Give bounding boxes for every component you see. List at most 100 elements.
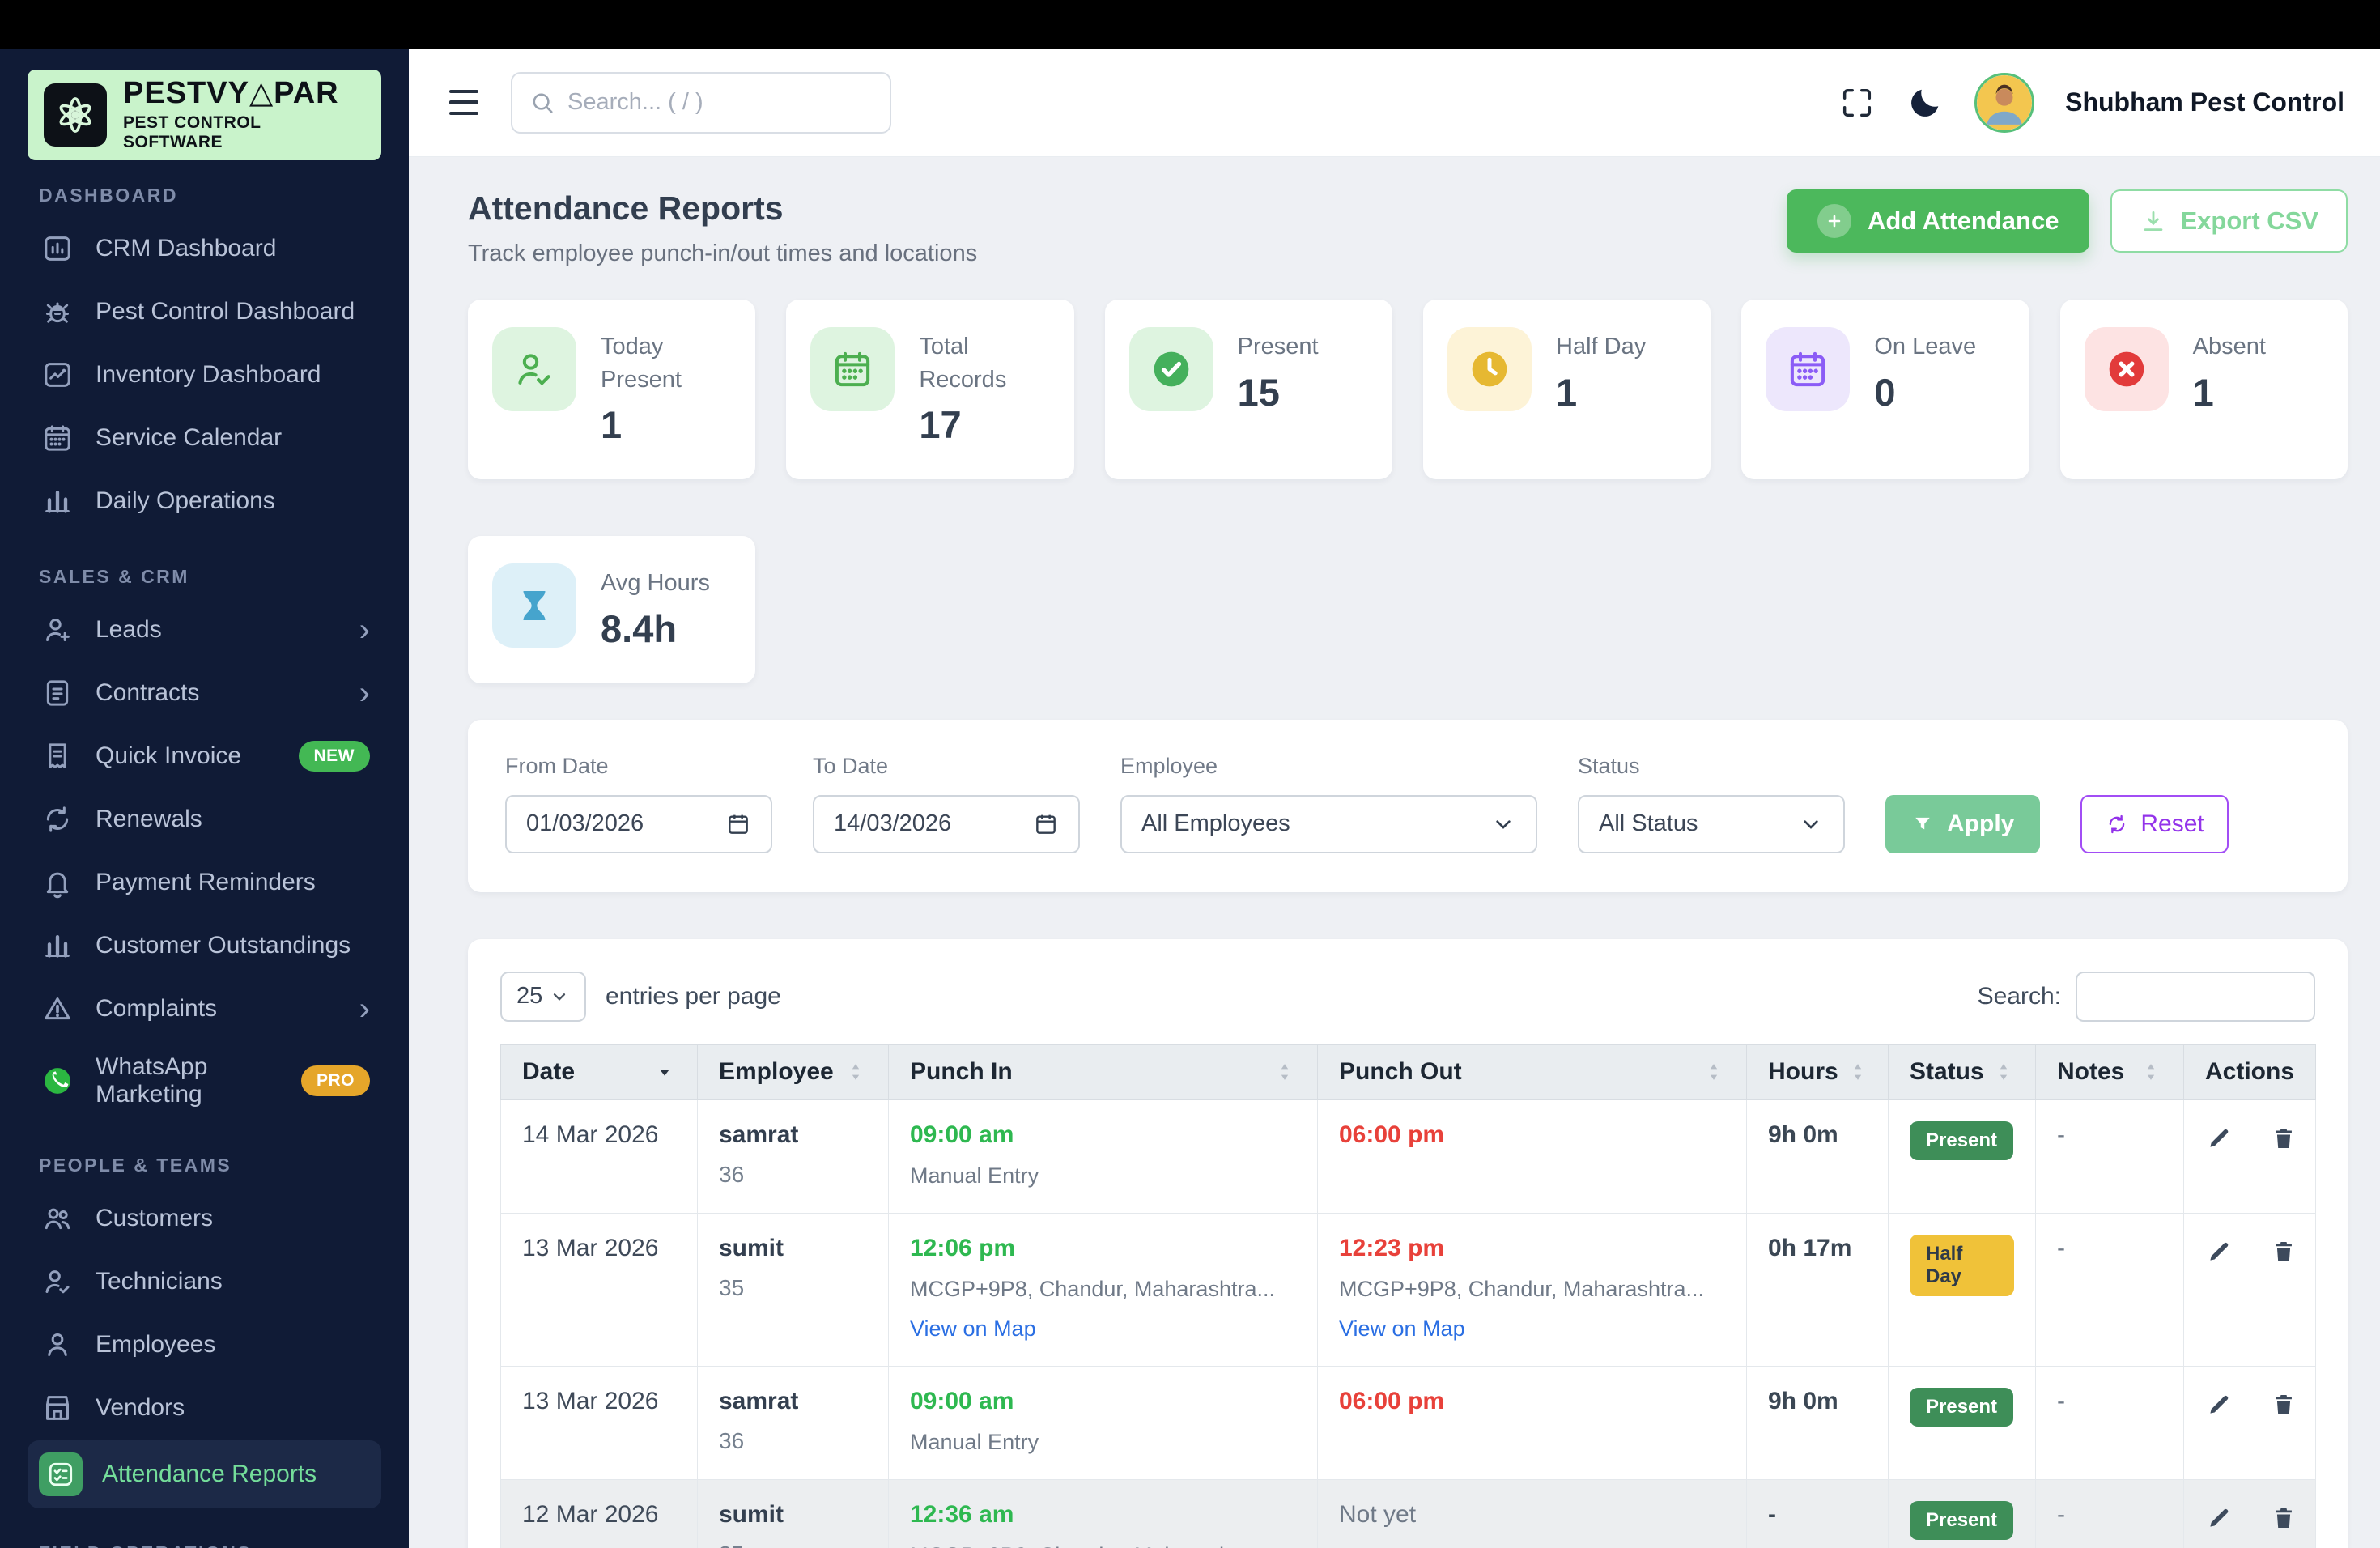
column-header-notes[interactable]: Notes [2035, 1044, 2184, 1100]
view-on-map-link[interactable]: View on Map [1339, 1316, 1465, 1341]
sidebar-item-service-calendar[interactable]: Service Calendar [28, 407, 381, 469]
sidebar-item-vendors[interactable]: Vendors [28, 1377, 381, 1439]
column-header-hours[interactable]: Hours [1746, 1044, 1889, 1100]
apply-filters-button[interactable]: Apply [1885, 794, 2041, 853]
column-header-punch-out[interactable]: Punch Out [1317, 1044, 1747, 1100]
sidebar-item-technicians[interactable]: Technicians [28, 1251, 381, 1312]
cell-status: Present [1888, 1099, 2036, 1214]
employee-name: sumit [719, 1500, 784, 1528]
bell-icon [46, 872, 69, 899]
stat-card-half-day: Half Day 1 [1423, 300, 1711, 480]
edit-button[interactable] [2205, 1391, 2233, 1418]
column-header-employee[interactable]: Employee [697, 1044, 889, 1100]
sidebar-item-label: Customers [96, 1205, 214, 1231]
content-area: Attendance Reports Track employee punch-… [409, 157, 2380, 1548]
view-on-map-link[interactable]: View on Map [910, 1316, 1036, 1341]
status-select[interactable]: All Status [1578, 794, 1845, 853]
cell-punch-in: 09:00 am Manual Entry [888, 1099, 1318, 1214]
edit-button[interactable] [2205, 1125, 2233, 1152]
sidebar-item-leads[interactable]: Leads › [28, 599, 381, 661]
sidebar-item-customer-outstandings[interactable]: Customer Outstandings [28, 915, 381, 976]
stat-value: 15 [1237, 370, 1280, 414]
sidebar-item-daily-operations[interactable]: Daily Operations [28, 470, 381, 532]
column-header-date[interactable]: Date [500, 1044, 698, 1100]
add-attendance-button[interactable]: Add Attendance [1786, 189, 2090, 253]
column-header-punch-in[interactable]: Punch In [888, 1044, 1318, 1100]
edit-button[interactable] [2205, 1504, 2233, 1532]
sidebar-item-whatsapp-marketing[interactable]: WhatsApp Marketing PRO [28, 1041, 381, 1121]
table-search-input[interactable] [2076, 971, 2315, 1022]
reset-filters-button[interactable]: Reset [2080, 794, 2229, 853]
sidebar-item-payment-reminders[interactable]: Payment Reminders [28, 852, 381, 913]
sidebar-item-pest-control-dashboard[interactable]: Pest Control Dashboard [28, 281, 381, 342]
sidebar-item-crm-dashboard[interactable]: CRM Dashboard [28, 218, 381, 279]
cell-status: Present [1888, 1478, 2036, 1548]
stat-value: 1 [2192, 370, 2214, 414]
global-search[interactable] [511, 71, 891, 134]
brand-flower-icon [44, 83, 107, 147]
cell-employee: samrat 36 [697, 1099, 889, 1214]
chevron-down-icon [1804, 820, 1818, 829]
trend-icon [45, 363, 70, 387]
sort-both-icon [852, 1064, 860, 1081]
delete-button[interactable] [2270, 1504, 2297, 1532]
delete-button[interactable] [2270, 1238, 2297, 1265]
status-badge: Present [1910, 1500, 2014, 1540]
column-header-status[interactable]: Status [1888, 1044, 2036, 1100]
user-name[interactable]: Shubham Pest Control [2065, 87, 2344, 117]
global-search-input[interactable] [567, 89, 873, 116]
sidebar-item-inventory-dashboard[interactable]: Inventory Dashboard [28, 344, 381, 406]
employee-select[interactable]: All Employees [1120, 794, 1537, 853]
to-date-input[interactable]: 14/03/2026 [813, 794, 1080, 853]
delete-button[interactable] [2270, 1391, 2297, 1418]
edit-button[interactable] [2205, 1238, 2233, 1265]
sidebar-item-employees[interactable]: Employees [28, 1314, 381, 1376]
punch-note: Manual Entry [910, 1429, 1039, 1454]
stat-card-on-leave: On Leave 0 [1741, 300, 2029, 480]
sidebar-item-quick-invoice[interactable]: Quick Invoice NEW [28, 725, 381, 787]
export-csv-button[interactable]: Export CSV [2110, 189, 2348, 253]
stat-card-absent: Absent 1 [2059, 300, 2348, 480]
punch-time: 12:36 am [910, 1500, 1014, 1528]
sidebar-item-customers[interactable]: Customers [28, 1188, 381, 1249]
stat-label: On Leave [1874, 334, 1977, 359]
sidebar-item-label: Service Calendar [96, 424, 283, 451]
sort-both-icon [1854, 1064, 1861, 1081]
punch-note: Manual Entry [910, 1163, 1039, 1188]
cell-punch-out: 12:23 pm MCGP+9P8, Chandur, Maharashtra..… [1317, 1212, 1747, 1367]
from-date-label: From Date [505, 753, 609, 778]
punch-time: 06:00 pm [1339, 1387, 1445, 1414]
cell-actions [2183, 1365, 2316, 1480]
stat-card-avg-hours: Avg Hours 8.4h [468, 536, 756, 683]
fullscreen-icon[interactable] [1838, 84, 1876, 121]
entries-per-page-select[interactable]: 25 [500, 971, 586, 1022]
to-date-label: To Date [813, 753, 889, 778]
avatar[interactable] [1974, 72, 2035, 133]
status-badge: Present [1910, 1121, 2014, 1160]
sidebar-item-renewals[interactable]: Renewals [28, 789, 381, 850]
stat-card-today-present: Today Present 1 [468, 300, 756, 480]
punch-time: 09:00 am [910, 1387, 1014, 1414]
cell-date: 14 Mar 2026 [500, 1099, 698, 1214]
status-label: Status [1578, 753, 1640, 778]
column-label: Punch Out [1339, 1058, 1462, 1086]
brand-logo[interactable]: PESTVY△PAR PEST CONTROL SOFTWARE [28, 70, 381, 160]
table-search-label: Search: [1977, 982, 2061, 1010]
sidebar-item-label: Contracts [96, 679, 200, 706]
employee-name: sumit [719, 1234, 784, 1261]
from-date-input[interactable]: 01/03/2026 [505, 794, 772, 853]
sidebar-item-attendance-reports[interactable]: Attendance Reports [28, 1440, 381, 1508]
column-header-actions[interactable]: Actions [2183, 1044, 2316, 1100]
punch-note: MCGP+9P8, Chandur, Maharashtra... [910, 1276, 1275, 1301]
employee-name: samrat [719, 1121, 799, 1148]
pencil-icon [2210, 1395, 2229, 1414]
dark-mode-moon-icon[interactable] [1906, 84, 1944, 121]
attendance-table: Date Employee Punch In Punch Out Hours Status… [500, 1044, 2316, 1548]
delete-button[interactable] [2270, 1125, 2297, 1152]
bar-chart-icon [45, 491, 70, 513]
sidebar-item-contracts[interactable]: Contracts › [28, 662, 381, 724]
status-badge: Present [1910, 1387, 2014, 1427]
sidebar-item-complaints[interactable]: Complaints › [28, 978, 381, 1040]
cell-status: Half Day [1888, 1212, 2036, 1367]
menu-icon[interactable] [444, 85, 483, 121]
